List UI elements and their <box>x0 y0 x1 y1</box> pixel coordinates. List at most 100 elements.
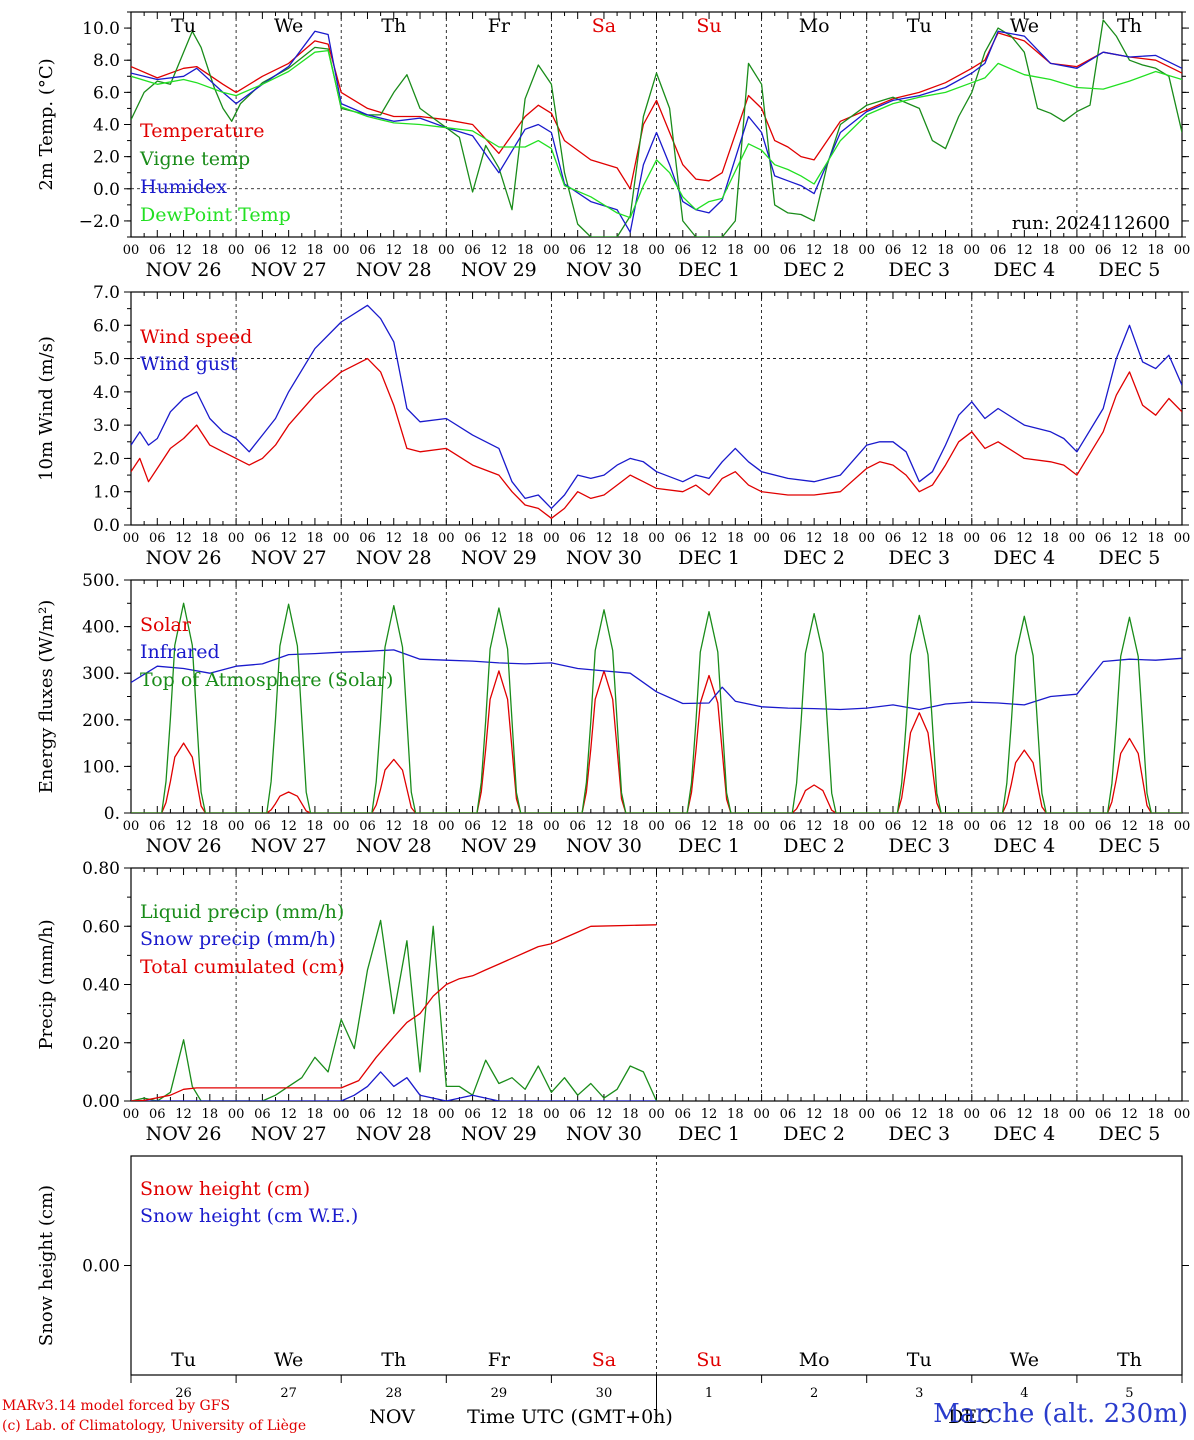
hour-label: 18 <box>1147 531 1164 546</box>
hour-label: 06 <box>149 819 166 834</box>
hour-label: 00 <box>648 243 665 258</box>
weekday-label: We <box>274 1349 303 1371</box>
legend-wind-speed: Wind speed <box>140 326 252 348</box>
hour-label: 00 <box>964 243 981 258</box>
hour-label: 00 <box>1069 819 1086 834</box>
hour-label: 06 <box>780 819 797 834</box>
date-label: NOV 30 <box>566 259 642 281</box>
weekday-label: Tu <box>907 15 932 37</box>
weekday-label: Tu <box>907 1349 932 1371</box>
hour-label: 00 <box>228 243 245 258</box>
date-label: NOV 30 <box>566 1123 642 1145</box>
hour-label: 12 <box>1016 243 1033 258</box>
day-number: 3 <box>915 1386 923 1401</box>
hour-label: 18 <box>517 531 534 546</box>
date-label: DEC 5 <box>1099 259 1161 281</box>
date-label: DEC 5 <box>1099 1123 1161 1145</box>
hour-label: 12 <box>701 819 718 834</box>
hour-label: 06 <box>359 243 376 258</box>
hour-label: 00 <box>858 1107 875 1122</box>
hour-label: 12 <box>1016 531 1033 546</box>
y-tick-label: 7.0 <box>93 283 120 303</box>
day-number: 29 <box>491 1386 508 1401</box>
day-number: 30 <box>596 1386 613 1401</box>
series-solar <box>131 670 1182 813</box>
hour-label: 12 <box>1121 819 1138 834</box>
hour-label: 00 <box>964 531 981 546</box>
y-tick-label: 200. <box>82 711 120 731</box>
legend-vigne-temp: Vigne temp <box>139 148 250 170</box>
hour-label: 18 <box>1042 1107 1059 1122</box>
hour-label: 00 <box>543 1107 560 1122</box>
hour-label: 06 <box>1095 531 1112 546</box>
run-label: run: 2024112600 <box>1012 213 1170 234</box>
legend-top-of-atmosphere-solar-: Top of Atmosphere (Solar) <box>140 669 393 691</box>
hour-label: 06 <box>254 243 271 258</box>
hour-label: 00 <box>858 531 875 546</box>
date-label: NOV 28 <box>356 835 432 857</box>
hour-label: 00 <box>1174 819 1191 834</box>
day-number: 4 <box>1020 1386 1028 1401</box>
hour-label: 06 <box>1095 243 1112 258</box>
hour-label: 06 <box>1095 819 1112 834</box>
hour-label: 00 <box>1069 1107 1086 1122</box>
hour-label: 00 <box>1174 1107 1191 1122</box>
series-wind-speed <box>131 357 1182 519</box>
hour-label: 12 <box>701 243 718 258</box>
hour-label: 18 <box>307 531 324 546</box>
hour-label: 12 <box>806 819 823 834</box>
time-axis-label: Time UTC (GMT+0h) <box>467 1406 673 1428</box>
hour-label: 00 <box>438 819 455 834</box>
date-label: DEC 2 <box>783 259 845 281</box>
hour-label: 18 <box>412 531 429 546</box>
hour-label: 12 <box>175 819 192 834</box>
date-label: DEC 2 <box>783 547 845 569</box>
hour-label: 06 <box>885 531 902 546</box>
hour-label: 12 <box>280 243 297 258</box>
date-label: DEC 4 <box>993 1123 1055 1145</box>
weekday-label: Th <box>381 1349 406 1371</box>
hour-label: 00 <box>333 1107 350 1122</box>
hour-label: 12 <box>385 819 402 834</box>
hour-label: 00 <box>1174 531 1191 546</box>
credit-model: MARv3.14 model forced by GFS <box>2 1398 231 1414</box>
date-label: DEC 3 <box>888 835 950 857</box>
date-label: NOV 26 <box>146 547 222 569</box>
hour-label: 18 <box>412 819 429 834</box>
date-label: NOV 27 <box>251 1123 327 1145</box>
weekday-label: Su <box>696 15 721 37</box>
hour-label: 12 <box>911 819 928 834</box>
hour-label: 18 <box>1042 243 1059 258</box>
plot-area <box>131 19 1182 237</box>
hour-label: 18 <box>202 531 219 546</box>
date-label: NOV 27 <box>251 259 327 281</box>
weekday-label: Th <box>381 15 406 37</box>
hour-label: 12 <box>596 531 613 546</box>
day-number: 28 <box>385 1386 402 1401</box>
hour-label: 18 <box>307 1107 324 1122</box>
plot-area <box>131 919 658 1101</box>
hour-label: 18 <box>622 531 639 546</box>
y-tick-label: 0.00 <box>82 1257 120 1277</box>
hour-label: 18 <box>307 819 324 834</box>
y-tick-label: 0.80 <box>82 859 120 879</box>
hour-label: 00 <box>123 1107 140 1122</box>
weekday-label: We <box>274 15 303 37</box>
date-label: NOV 29 <box>461 1123 537 1145</box>
series-dewpoint-temp <box>131 49 1182 219</box>
weekday-label: Tu <box>171 1349 196 1371</box>
hour-label: 06 <box>464 243 481 258</box>
hour-label: 00 <box>858 819 875 834</box>
weekday-label: Th <box>1117 1349 1142 1371</box>
hour-label: 06 <box>359 531 376 546</box>
day-number: 27 <box>280 1386 297 1401</box>
hour-label: 12 <box>280 1107 297 1122</box>
hour-label: 12 <box>701 531 718 546</box>
date-label: DEC 1 <box>678 547 740 569</box>
hour-label: 12 <box>911 531 928 546</box>
day-number: 2 <box>810 1386 818 1401</box>
hour-label: 06 <box>464 819 481 834</box>
weekday-label: Mo <box>799 15 830 37</box>
hour-label: 06 <box>675 243 692 258</box>
